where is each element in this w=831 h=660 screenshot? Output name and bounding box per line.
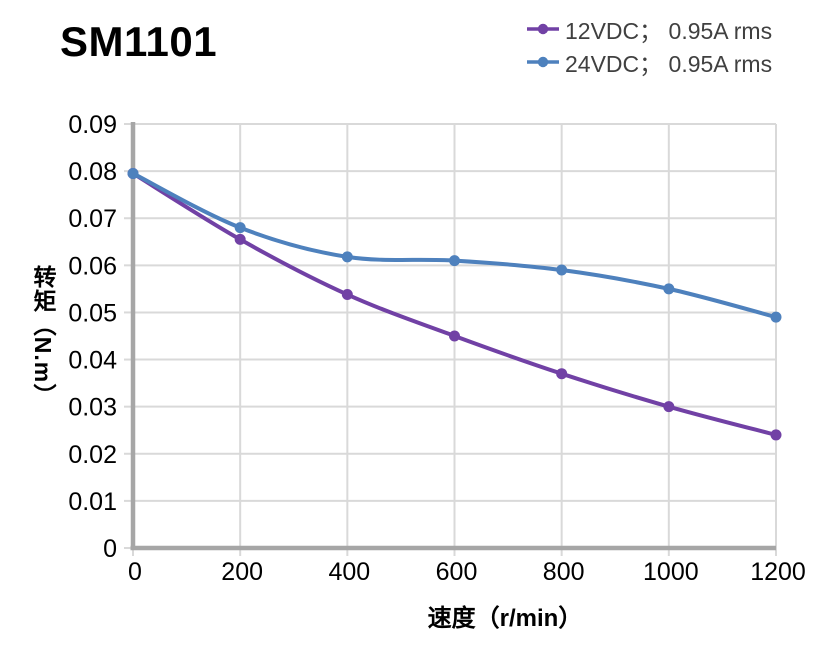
legend-line-marker-icon: [527, 23, 559, 34]
y-tick-label: 0.03: [68, 394, 117, 422]
legend-item: 12VDC； 0.95A rms: [526, 14, 773, 44]
y-tick-label: 0.02: [68, 441, 117, 469]
data-point-marker: [663, 283, 675, 295]
data-point-marker: [770, 429, 782, 441]
data-point-marker: [234, 222, 246, 234]
data-point-marker: [449, 255, 460, 267]
y-tick-label: 0.01: [68, 488, 117, 516]
y-tick-label: 0.09: [68, 111, 117, 139]
y-tick-label: 0.04: [68, 347, 117, 375]
y-tick-label: 0.05: [68, 299, 117, 327]
data-point-marker: [341, 289, 353, 301]
data-point-marker: [556, 264, 568, 276]
x-tick-label: 1000: [643, 558, 699, 586]
x-axis-title: 速度（r/min）: [427, 605, 583, 632]
data-point-marker: [127, 167, 139, 179]
x-tick-label: 600: [436, 558, 478, 586]
y-tick-label: 0.08: [68, 158, 117, 186]
y-tick-label: 0: [103, 535, 117, 563]
page-title: SM1101: [60, 18, 218, 65]
data-point-marker: [341, 251, 353, 263]
data-point-marker: [556, 368, 568, 380]
legend: 12VDC； 0.95A rms 24VDC； 0.95A rms: [526, 14, 773, 77]
x-tick-label: 800: [543, 558, 585, 586]
y-tick-label: 0.07: [68, 205, 117, 233]
y-tick-label: 0.06: [68, 252, 117, 280]
data-point-marker: [770, 311, 782, 323]
x-tick-label: 0: [128, 558, 142, 586]
x-tick-label: 200: [221, 558, 263, 586]
data-point-marker: [449, 330, 460, 342]
x-tick-label: 400: [328, 558, 370, 586]
legend-item-label: 24VDC； 0.95A rms: [565, 50, 773, 77]
data-point-marker: [663, 401, 675, 413]
legend-item: 24VDC； 0.95A rms: [526, 47, 773, 77]
legend-line-marker-icon: [527, 56, 559, 67]
data-point-marker: [234, 233, 246, 245]
x-tick-label: 1200: [750, 558, 806, 586]
y-axis-title: 转矩（N.m）: [30, 264, 56, 408]
legend-item-label: 12VDC； 0.95A rms: [565, 17, 773, 44]
